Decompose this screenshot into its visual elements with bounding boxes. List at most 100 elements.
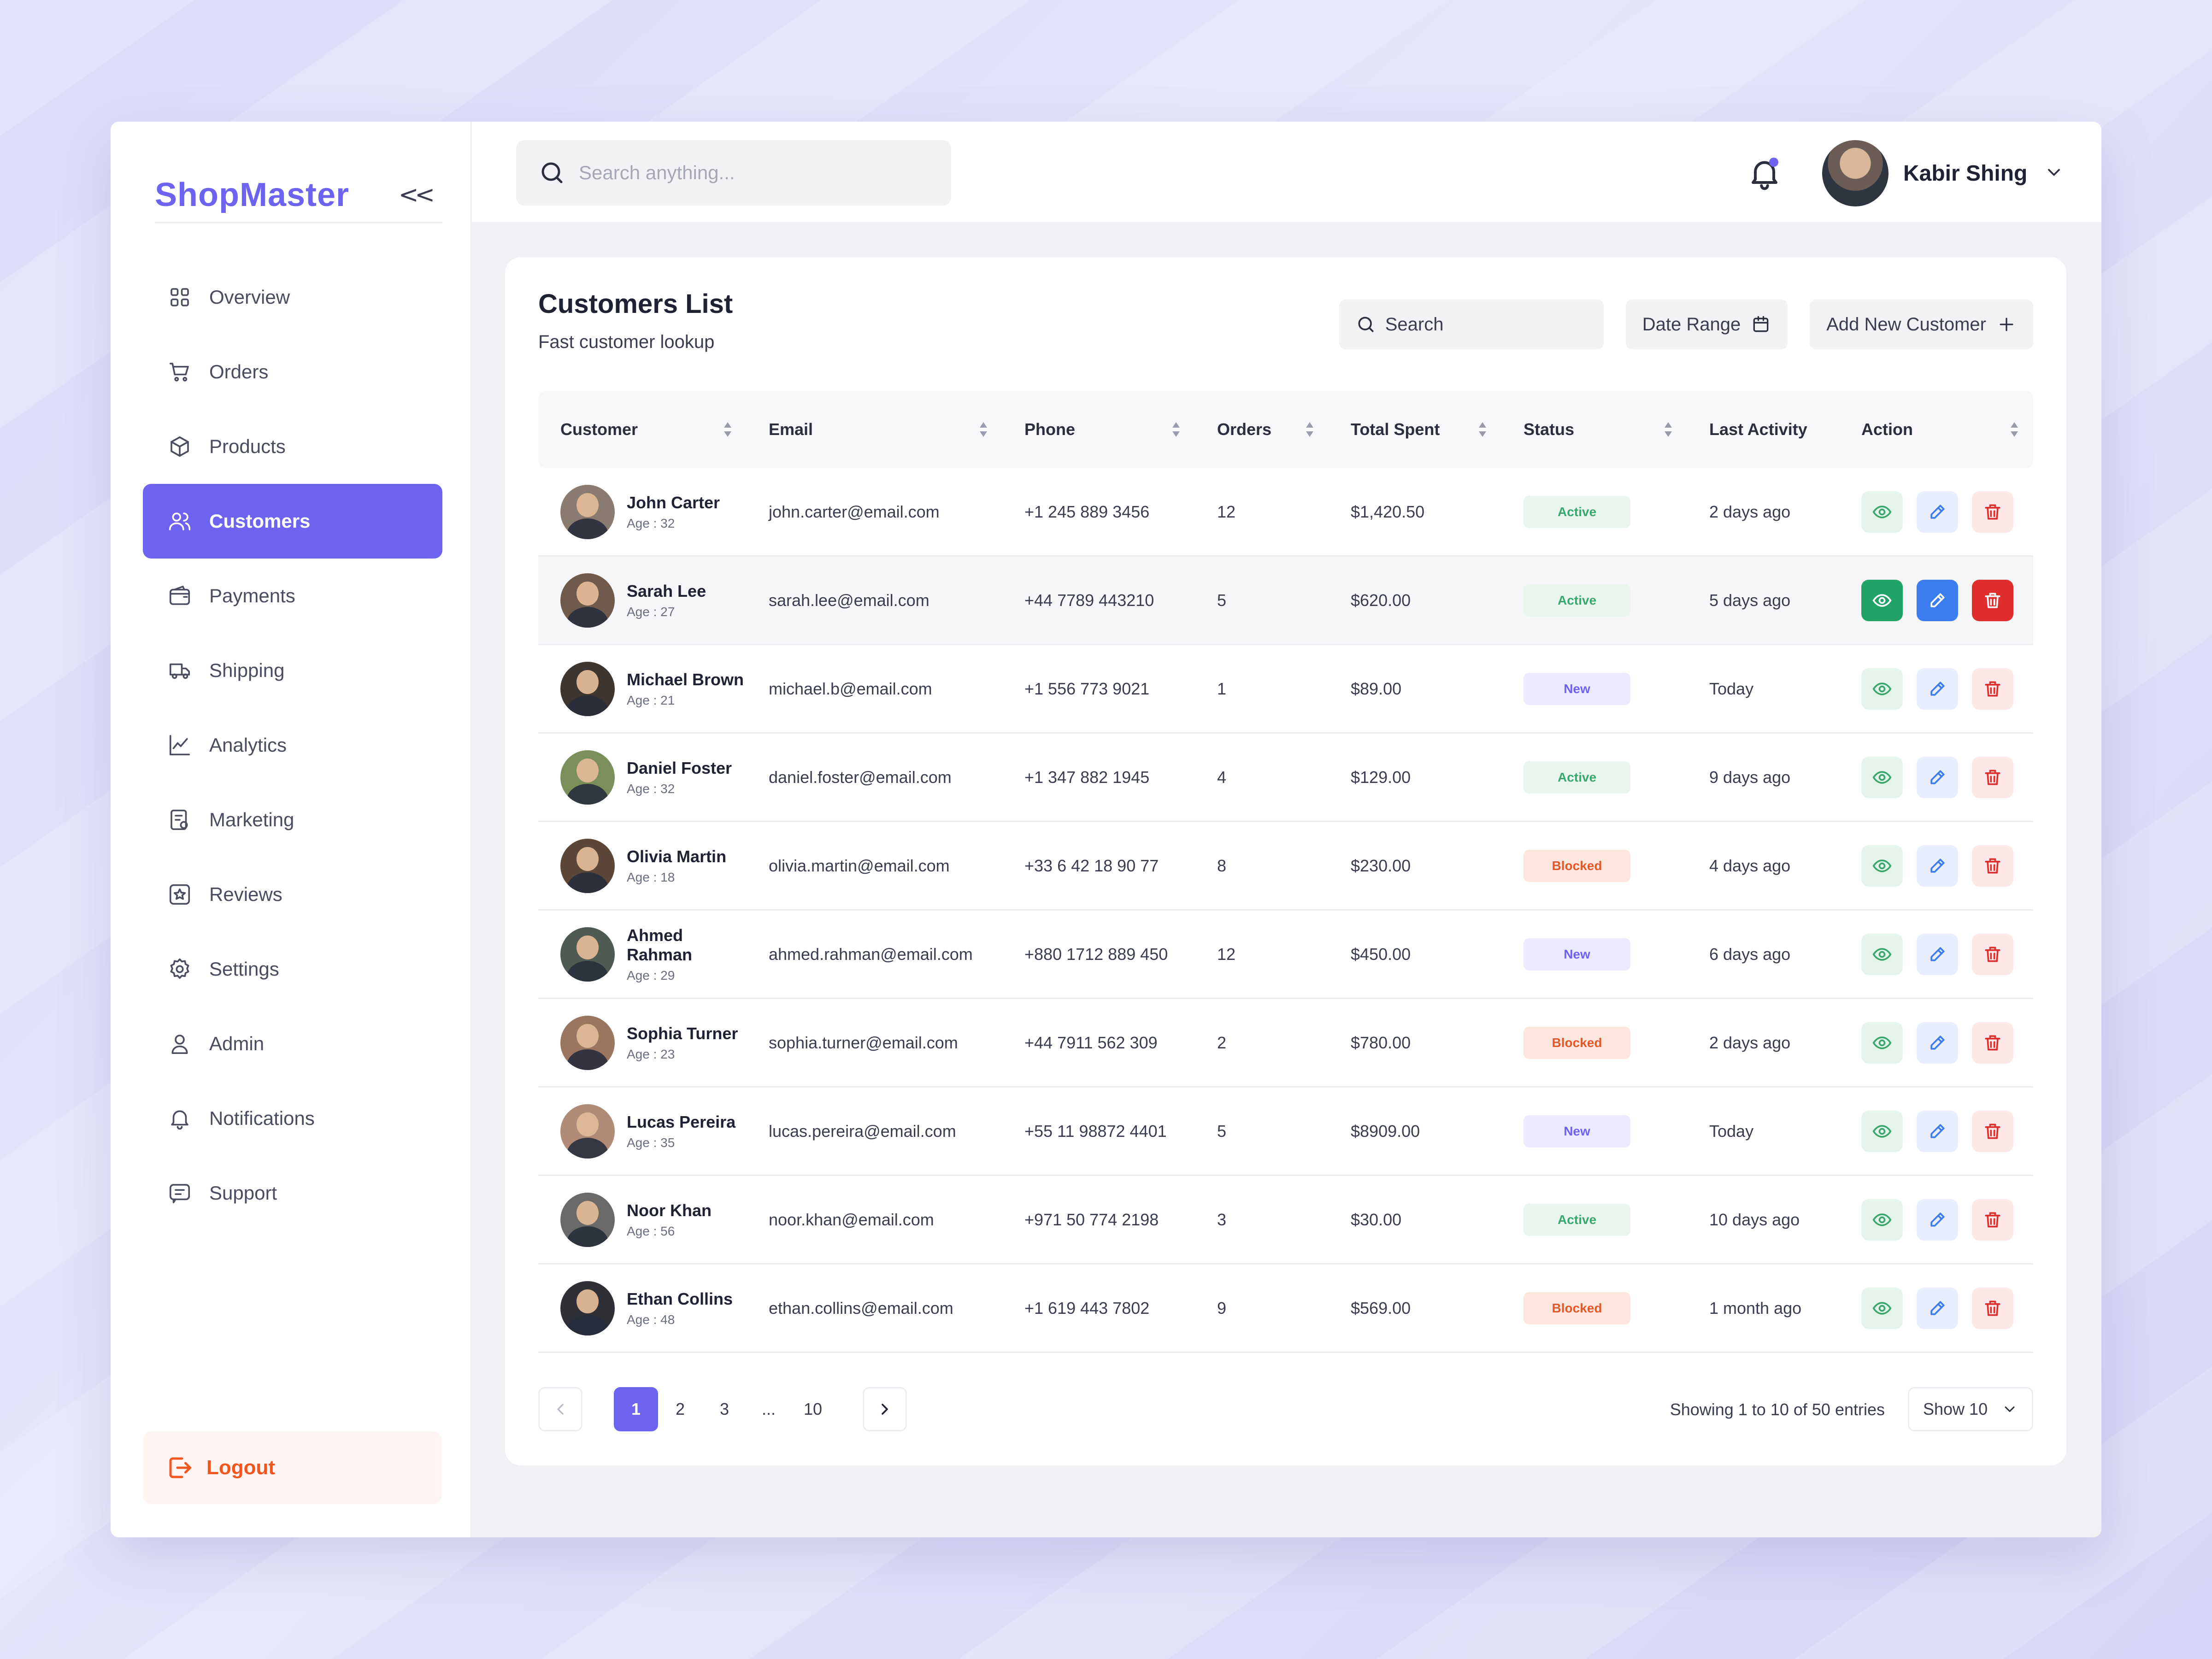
sort-icon[interactable] bbox=[1171, 420, 1181, 439]
sidebar-item-overview[interactable]: Overview bbox=[143, 260, 442, 335]
prev-page-button[interactable] bbox=[538, 1387, 582, 1431]
column-header[interactable]: Orders bbox=[1195, 420, 1329, 439]
avatar bbox=[560, 1104, 615, 1159]
sidebar-item-products[interactable]: Products bbox=[143, 409, 442, 484]
delete-button[interactable] bbox=[1972, 933, 2013, 975]
sidebar-item-orders[interactable]: Orders bbox=[143, 335, 442, 409]
global-search-input[interactable] bbox=[579, 162, 901, 184]
edit-button[interactable] bbox=[1917, 756, 1958, 798]
table-row[interactable]: Daniel Foster Age : 32 daniel.foster@ema… bbox=[538, 734, 2033, 822]
column-header[interactable]: Customer bbox=[538, 420, 747, 439]
action-cell bbox=[1839, 579, 2033, 621]
view-button[interactable] bbox=[1861, 1287, 1903, 1329]
sidebar-item-admin[interactable]: Admin bbox=[143, 1006, 442, 1081]
table-row[interactable]: Ahmed Rahman Age : 29 ahmed.rahman@email… bbox=[538, 911, 2033, 999]
sort-icon[interactable] bbox=[1477, 420, 1488, 439]
delete-button[interactable] bbox=[1972, 579, 2013, 621]
notifications-button[interactable] bbox=[1746, 155, 1783, 192]
delete-button[interactable] bbox=[1972, 491, 2013, 533]
table-body: John Carter Age : 32 john.carter@email.c… bbox=[538, 468, 2033, 1353]
next-page-button[interactable] bbox=[863, 1387, 907, 1431]
table-row[interactable]: Sarah Lee Age : 27 sarah.lee@email.com +… bbox=[538, 557, 2033, 645]
table-row[interactable]: Michael Brown Age : 21 michael.b@email.c… bbox=[538, 645, 2033, 734]
sidebar-item-payments[interactable]: Payments bbox=[143, 559, 442, 633]
delete-button[interactable] bbox=[1972, 1110, 2013, 1152]
view-button[interactable] bbox=[1861, 579, 1903, 621]
customer-name: Noor Khan bbox=[627, 1200, 712, 1220]
delete-button[interactable] bbox=[1972, 1022, 2013, 1064]
date-range-button[interactable]: Date Range bbox=[1625, 300, 1788, 349]
column-header[interactable]: Total Spent bbox=[1329, 420, 1501, 439]
delete-button[interactable] bbox=[1972, 668, 2013, 710]
sort-icon[interactable] bbox=[1305, 420, 1315, 439]
chevron-right-icon bbox=[882, 1404, 888, 1415]
total-spent-cell: $569.00 bbox=[1351, 1298, 1411, 1318]
collapse-sidebar-button[interactable]: << bbox=[398, 181, 435, 209]
table-row[interactable]: Lucas Pereira Age : 35 lucas.pereira@ema… bbox=[538, 1088, 2033, 1176]
edit-button[interactable] bbox=[1917, 579, 1958, 621]
view-button[interactable] bbox=[1861, 933, 1903, 975]
table-row[interactable]: Noor Khan Age : 56 noor.khan@email.com +… bbox=[538, 1176, 2033, 1265]
sidebar-item-customers[interactable]: Customers bbox=[143, 484, 442, 559]
page-size-select[interactable]: Show 10 bbox=[1908, 1387, 2033, 1431]
table-row[interactable]: Olivia Martin Age : 18 olivia.martin@ema… bbox=[538, 822, 2033, 911]
phone-cell: +880 1712 889 450 bbox=[1024, 944, 1168, 964]
logout-button[interactable]: Logout bbox=[143, 1431, 441, 1504]
chevron-down-icon[interactable] bbox=[2044, 162, 2064, 185]
page-number[interactable]: 2 bbox=[675, 1400, 685, 1418]
view-button[interactable] bbox=[1861, 756, 1903, 798]
table-row[interactable]: John Carter Age : 32 john.carter@email.c… bbox=[538, 468, 2033, 557]
view-button[interactable] bbox=[1861, 491, 1903, 533]
column-header[interactable]: Phone bbox=[1002, 420, 1195, 439]
view-button[interactable] bbox=[1861, 1022, 1903, 1064]
sidebar-item-support[interactable]: Support bbox=[143, 1156, 442, 1230]
column-header[interactable]: Email bbox=[747, 420, 1002, 439]
delete-button[interactable] bbox=[1972, 1287, 2013, 1329]
user-menu[interactable]: Kabir Shing bbox=[1822, 140, 2064, 206]
last-activity-cell: 5 days ago bbox=[1709, 590, 1791, 610]
edit-button[interactable] bbox=[1917, 1022, 1958, 1064]
page-number[interactable]: 1 bbox=[614, 1387, 658, 1431]
edit-button[interactable] bbox=[1917, 1287, 1958, 1329]
table-row[interactable]: Sophia Turner Age : 23 sophia.turner@ema… bbox=[538, 999, 2033, 1088]
sidebar-item-shipping[interactable]: Shipping bbox=[143, 633, 442, 708]
edit-button[interactable] bbox=[1917, 1110, 1958, 1152]
column-header[interactable]: Action bbox=[1839, 420, 2033, 439]
delete-button[interactable] bbox=[1972, 845, 2013, 887]
table-search-input[interactable]: Search bbox=[1339, 300, 1604, 349]
view-button[interactable] bbox=[1861, 1110, 1903, 1152]
page-number[interactable]: 3 bbox=[719, 1400, 729, 1418]
column-header[interactable]: Status bbox=[1501, 420, 1687, 439]
sort-icon[interactable] bbox=[723, 420, 733, 439]
edit-button[interactable] bbox=[1917, 668, 1958, 710]
sidebar-item-settings[interactable]: Settings bbox=[143, 932, 442, 1006]
view-button[interactable] bbox=[1861, 1199, 1903, 1241]
phone-cell: +1 347 882 1945 bbox=[1024, 767, 1150, 787]
eye-icon bbox=[1872, 1124, 1892, 1138]
edit-button[interactable] bbox=[1917, 933, 1958, 975]
sort-icon[interactable] bbox=[1663, 420, 1673, 439]
main-area: Kabir Shing Customers List Fast customer… bbox=[472, 122, 2101, 1537]
edit-button[interactable] bbox=[1917, 491, 1958, 533]
view-button[interactable] bbox=[1861, 668, 1903, 710]
add-customer-button[interactable]: Add New Customer bbox=[1810, 300, 2033, 349]
global-search[interactable] bbox=[516, 140, 951, 206]
delete-button[interactable] bbox=[1972, 1199, 2013, 1241]
sort-icon[interactable] bbox=[978, 420, 988, 439]
sidebar-item-reviews[interactable]: Reviews bbox=[143, 857, 442, 932]
delete-button[interactable] bbox=[1972, 756, 2013, 798]
column-header[interactable]: Last Activity bbox=[1687, 420, 1839, 439]
sidebar-item-analytics[interactable]: Analytics bbox=[143, 708, 442, 782]
orders-cell: 4 bbox=[1217, 767, 1227, 787]
table-row[interactable]: Ethan Collins Age : 48 ethan.collins@ema… bbox=[538, 1265, 2033, 1353]
page-number[interactable]: 10 bbox=[803, 1400, 823, 1418]
sort-icon[interactable] bbox=[2009, 420, 2019, 439]
edit-button[interactable] bbox=[1917, 845, 1958, 887]
customers-table: Customer Email Phone Orders Total Spent Statu… bbox=[538, 391, 2033, 1353]
sidebar-item-marketing[interactable]: Marketing bbox=[143, 782, 442, 857]
customer-age: Age : 32 bbox=[627, 516, 675, 530]
edit-button[interactable] bbox=[1917, 1199, 1958, 1241]
truck-icon bbox=[167, 658, 193, 683]
view-button[interactable] bbox=[1861, 845, 1903, 887]
sidebar-item-notifications[interactable]: Notifications bbox=[143, 1081, 442, 1156]
